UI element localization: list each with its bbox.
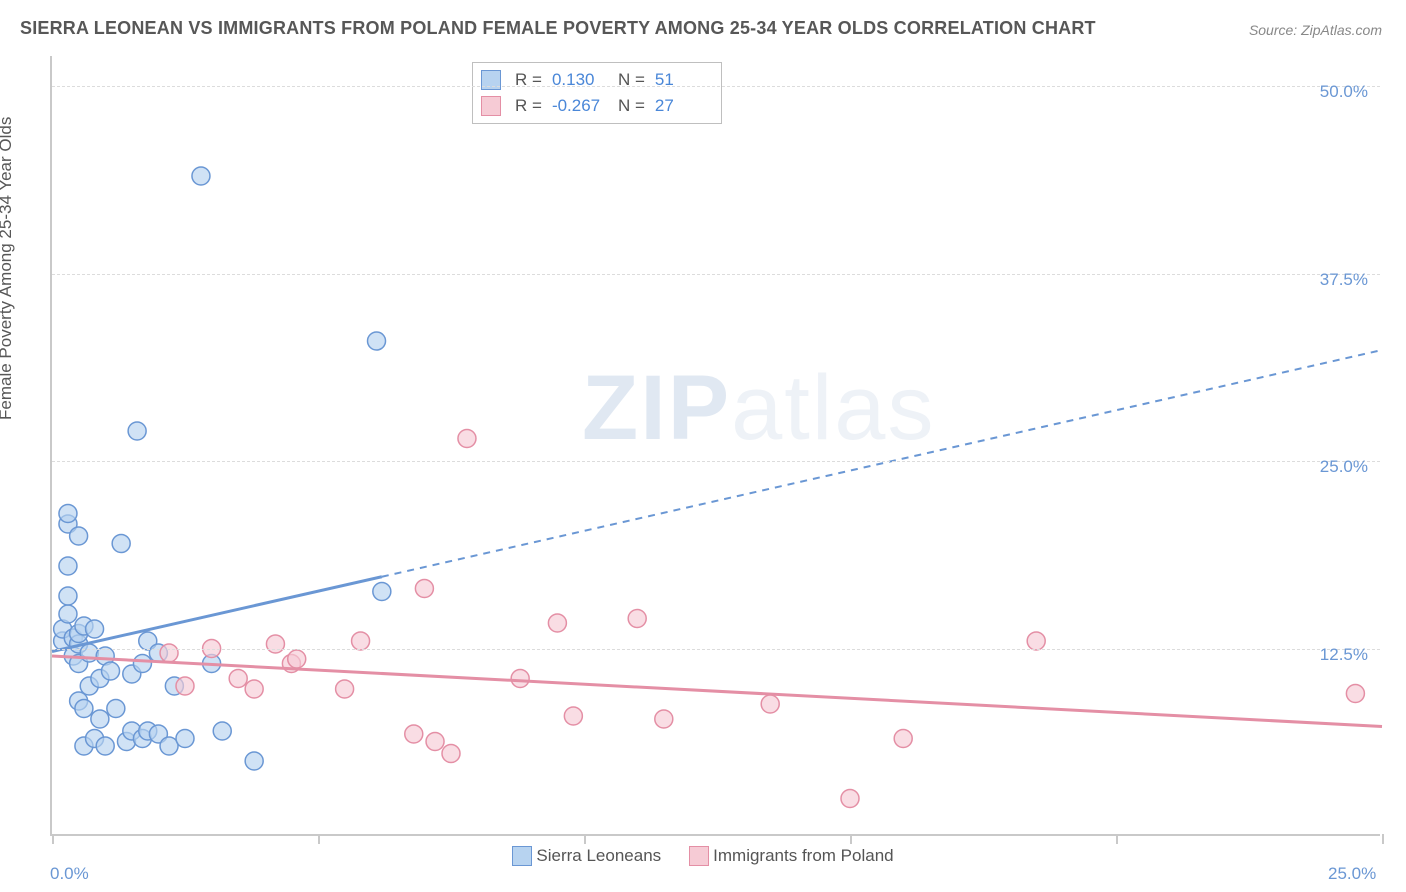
x-tick-label: 25.0% — [1328, 864, 1376, 884]
data-point[interactable] — [229, 670, 247, 688]
data-point[interactable] — [59, 505, 77, 523]
data-point[interactable] — [176, 730, 194, 748]
legend-swatch — [481, 96, 501, 116]
data-point[interactable] — [75, 700, 93, 718]
stat-r-label: R = — [515, 93, 542, 119]
gridline — [52, 649, 1380, 650]
data-point[interactable] — [59, 605, 77, 623]
gridline — [52, 461, 1380, 462]
gridline — [52, 274, 1380, 275]
legend-item: Sierra Leoneans — [512, 846, 661, 866]
data-point[interactable] — [352, 632, 370, 650]
x-tick — [1382, 834, 1384, 844]
y-tick-label: 37.5% — [1320, 270, 1368, 290]
stat-n-value: 51 — [655, 67, 711, 93]
data-point[interactable] — [245, 680, 263, 698]
data-point[interactable] — [192, 167, 210, 185]
source-attribution: Source: ZipAtlas.com — [1249, 22, 1382, 38]
data-point[interactable] — [405, 725, 423, 743]
series-legend: Sierra Leoneans Immigrants from Poland — [0, 846, 1406, 871]
y-tick-label: 12.5% — [1320, 645, 1368, 665]
correlation-legend: R = 0.130 N = 51 R = -0.267 N = 27 — [472, 62, 722, 124]
data-point[interactable] — [373, 583, 391, 601]
legend-item: Immigrants from Poland — [689, 846, 893, 866]
x-tick — [850, 834, 852, 844]
data-point[interactable] — [1346, 685, 1364, 703]
stat-n-label: N = — [618, 67, 645, 93]
trend-line — [52, 577, 382, 652]
data-point[interactable] — [288, 650, 306, 668]
gridline — [52, 86, 1380, 87]
data-point[interactable] — [1027, 632, 1045, 650]
data-point[interactable] — [102, 662, 120, 680]
data-point[interactable] — [894, 730, 912, 748]
legend-swatch — [481, 70, 501, 90]
data-point[interactable] — [128, 422, 146, 440]
data-point[interactable] — [133, 655, 151, 673]
chart-title: SIERRA LEONEAN VS IMMIGRANTS FROM POLAND… — [20, 18, 1096, 39]
data-point[interactable] — [442, 745, 460, 763]
data-point[interactable] — [564, 707, 582, 725]
legend-swatch — [689, 846, 709, 866]
plot-area: ZIPatlas R =0.130N =51R =-0.267N =27 12.… — [50, 56, 1380, 836]
data-point[interactable] — [213, 722, 231, 740]
legend-label: Sierra Leoneans — [536, 846, 661, 866]
data-point[interactable] — [266, 635, 284, 653]
x-tick — [584, 834, 586, 844]
data-point[interactable] — [96, 737, 114, 755]
data-point[interactable] — [160, 644, 178, 662]
data-point[interactable] — [368, 332, 386, 350]
data-point[interactable] — [107, 700, 125, 718]
y-axis-label: Female Poverty Among 25-34 Year Olds — [0, 117, 16, 420]
data-point[interactable] — [70, 527, 88, 545]
stat-r-value: 0.130 — [552, 67, 608, 93]
x-tick — [1116, 834, 1118, 844]
x-tick-label: 0.0% — [50, 864, 89, 884]
data-point[interactable] — [761, 695, 779, 713]
stat-row: R = -0.267 N = 27 — [481, 93, 711, 119]
data-point[interactable] — [245, 752, 263, 770]
data-point[interactable] — [59, 557, 77, 575]
data-point[interactable] — [176, 677, 194, 695]
data-point[interactable] — [59, 587, 77, 605]
data-point[interactable] — [91, 710, 109, 728]
data-point[interactable] — [628, 610, 646, 628]
stat-row: R = 0.130 N = 51 — [481, 67, 711, 93]
legend-label: Immigrants from Poland — [713, 846, 893, 866]
stat-n-label: N = — [618, 93, 645, 119]
data-point[interactable] — [112, 535, 130, 553]
x-tick — [52, 834, 54, 844]
legend-swatch — [512, 846, 532, 866]
data-point[interactable] — [336, 680, 354, 698]
y-tick-label: 25.0% — [1320, 457, 1368, 477]
data-point[interactable] — [458, 430, 476, 448]
data-point[interactable] — [548, 614, 566, 632]
scatter-svg — [52, 56, 1380, 834]
stat-r-value: -0.267 — [552, 93, 608, 119]
data-point[interactable] — [415, 580, 433, 598]
y-tick-label: 50.0% — [1320, 82, 1368, 102]
data-point[interactable] — [426, 733, 444, 751]
data-point[interactable] — [86, 620, 104, 638]
stat-n-value: 27 — [655, 93, 711, 119]
stat-r-label: R = — [515, 67, 542, 93]
trend-line-extrapolated — [382, 350, 1382, 577]
data-point[interactable] — [841, 790, 859, 808]
data-point[interactable] — [655, 710, 673, 728]
x-tick — [318, 834, 320, 844]
data-point[interactable] — [511, 670, 529, 688]
